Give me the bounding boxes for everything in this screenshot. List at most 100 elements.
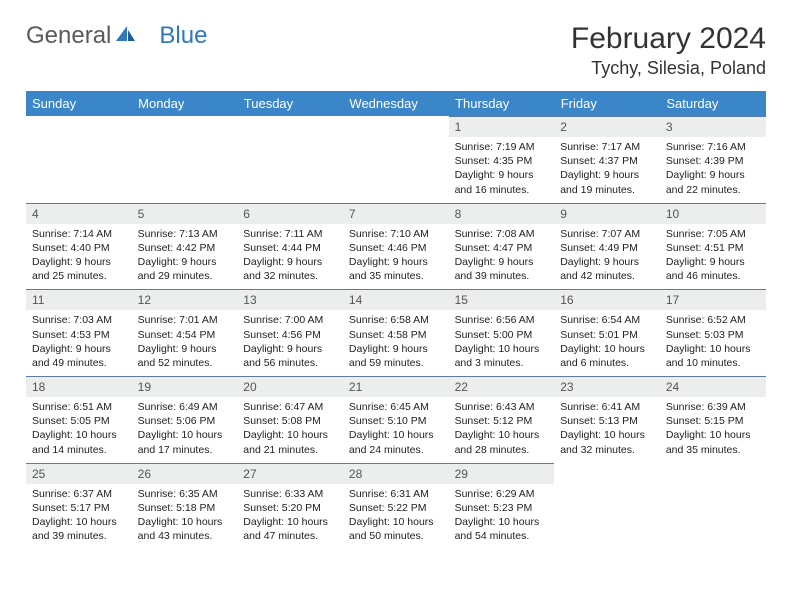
sunrise-line: Sunrise: 7:14 AM: [32, 227, 126, 241]
sunset-line: Sunset: 5:08 PM: [243, 414, 337, 428]
daylight-line: Daylight: 10 hours and 50 minutes.: [349, 515, 443, 543]
location: Tychy, Silesia, Poland: [571, 58, 766, 79]
sunset-line: Sunset: 4:35 PM: [455, 154, 549, 168]
sunrise-line: Sunrise: 7:10 AM: [349, 227, 443, 241]
calendar-day-cell: 6Sunrise: 7:11 AMSunset: 4:44 PMDaylight…: [237, 203, 343, 290]
title-block: February 2024 Tychy, Silesia, Poland: [571, 22, 766, 79]
day-content: Sunrise: 7:17 AMSunset: 4:37 PMDaylight:…: [554, 137, 660, 203]
daylight-line: Daylight: 10 hours and 28 minutes.: [455, 428, 549, 456]
header: General Blue February 2024 Tychy, Silesi…: [26, 22, 766, 79]
sunset-line: Sunset: 5:12 PM: [455, 414, 549, 428]
daylight-line: Daylight: 9 hours and 25 minutes.: [32, 255, 126, 283]
day-content: Sunrise: 6:49 AMSunset: 5:06 PMDaylight:…: [132, 397, 238, 463]
sunrise-line: Sunrise: 6:35 AM: [138, 487, 232, 501]
daylight-line: Daylight: 10 hours and 6 minutes.: [560, 342, 654, 370]
sunset-line: Sunset: 5:22 PM: [349, 501, 443, 515]
sunrise-line: Sunrise: 6:45 AM: [349, 400, 443, 414]
calendar-day-cell: 27Sunrise: 6:33 AMSunset: 5:20 PMDayligh…: [237, 463, 343, 550]
calendar-day-cell: 11Sunrise: 7:03 AMSunset: 4:53 PMDayligh…: [26, 289, 132, 376]
day-content: Sunrise: 6:43 AMSunset: 5:12 PMDaylight:…: [449, 397, 555, 463]
day-number: 13: [237, 289, 343, 310]
sunset-line: Sunset: 5:17 PM: [32, 501, 126, 515]
daylight-line: Daylight: 9 hours and 59 minutes.: [349, 342, 443, 370]
day-content: Sunrise: 7:13 AMSunset: 4:42 PMDaylight:…: [132, 224, 238, 290]
daylight-line: Daylight: 10 hours and 35 minutes.: [666, 428, 760, 456]
sunset-line: Sunset: 4:40 PM: [32, 241, 126, 255]
day-number: 1: [449, 116, 555, 137]
daylight-line: Daylight: 9 hours and 39 minutes.: [455, 255, 549, 283]
calendar-page: General Blue February 2024 Tychy, Silesi…: [0, 0, 792, 571]
logo: General Blue: [26, 22, 207, 50]
day-number: 25: [26, 463, 132, 484]
sunset-line: Sunset: 5:03 PM: [666, 328, 760, 342]
day-number: 2: [554, 116, 660, 137]
daylight-line: Daylight: 9 hours and 35 minutes.: [349, 255, 443, 283]
day-content: Sunrise: 7:03 AMSunset: 4:53 PMDaylight:…: [26, 310, 132, 376]
sunrise-line: Sunrise: 6:54 AM: [560, 313, 654, 327]
calendar-day-cell: 25Sunrise: 6:37 AMSunset: 5:17 PMDayligh…: [26, 463, 132, 550]
day-number: 14: [343, 289, 449, 310]
sail-icon: [115, 25, 137, 48]
daylight-line: Daylight: 9 hours and 22 minutes.: [666, 168, 760, 196]
calendar-day-cell: 18Sunrise: 6:51 AMSunset: 5:05 PMDayligh…: [26, 376, 132, 463]
calendar-day-cell: 13 Sunrise: 7:00 AMSunset: 4:56 PMDayligh…: [237, 289, 343, 376]
day-content: Sunrise: 7:08 AMSunset: 4:47 PMDaylight:…: [449, 224, 555, 290]
sunrise-line: Sunrise: 6:33 AM: [243, 487, 337, 501]
sunrise-line: Sunrise: 7:08 AM: [455, 227, 549, 241]
day-content: Sunrise: 6:47 AMSunset: 5:08 PMDaylight:…: [237, 397, 343, 463]
day-content: Sunrise: 6:58 AMSunset: 4:58 PMDaylight:…: [343, 310, 449, 376]
sunset-line: Sunset: 4:49 PM: [560, 241, 654, 255]
sunset-line: Sunset: 4:56 PM: [243, 328, 337, 342]
sunset-line: Sunset: 4:53 PM: [32, 328, 126, 342]
calendar-day-cell: 10Sunrise: 7:05 AMSunset: 4:51 PMDayligh…: [660, 203, 766, 290]
day-number: 17: [660, 289, 766, 310]
sunrise-line: Sunrise: 6:47 AM: [243, 400, 337, 414]
calendar-day-cell: 8Sunrise: 7:08 AMSunset: 4:47 PMDaylight…: [449, 203, 555, 290]
day-content: Sunrise: 6:37 AMSunset: 5:17 PMDaylight:…: [26, 484, 132, 550]
day-number: 3: [660, 116, 766, 137]
calendar-day-cell: 4Sunrise: 7:14 AMSunset: 4:40 PMDaylight…: [26, 203, 132, 290]
daylight-line: Daylight: 10 hours and 32 minutes.: [560, 428, 654, 456]
day-number: 22: [449, 376, 555, 397]
sunset-line: Sunset: 5:13 PM: [560, 414, 654, 428]
calendar-day-cell: 12Sunrise: 7:01 AMSunset: 4:54 PMDayligh…: [132, 289, 238, 376]
daylight-line: Daylight: 10 hours and 17 minutes.: [138, 428, 232, 456]
day-number: 15: [449, 289, 555, 310]
day-content: Sunrise: 6:35 AMSunset: 5:18 PMDaylight:…: [132, 484, 238, 550]
day-number: 23: [554, 376, 660, 397]
sunset-line: Sunset: 5:10 PM: [349, 414, 443, 428]
sunset-line: Sunset: 4:47 PM: [455, 241, 549, 255]
daylight-line: Daylight: 9 hours and 56 minutes.: [243, 342, 337, 370]
calendar-day-cell: 26Sunrise: 6:35 AMSunset: 5:18 PMDayligh…: [132, 463, 238, 550]
calendar-day-cell: 7Sunrise: 7:10 AMSunset: 4:46 PMDaylight…: [343, 203, 449, 290]
daylight-line: Daylight: 10 hours and 14 minutes.: [32, 428, 126, 456]
sunrise-line: Sunrise: 6:43 AM: [455, 400, 549, 414]
calendar-day-cell: 23Sunrise: 6:41 AMSunset: 5:13 PMDayligh…: [554, 376, 660, 463]
weekday-header: Saturday: [660, 91, 766, 116]
weekday-header: Thursday: [449, 91, 555, 116]
day-content: Sunrise: 7:14 AMSunset: 4:40 PMDaylight:…: [26, 224, 132, 290]
sunrise-line: Sunrise: 6:56 AM: [455, 313, 549, 327]
day-number: 21: [343, 376, 449, 397]
sunrise-line: Sunrise: 6:29 AM: [455, 487, 549, 501]
sunset-line: Sunset: 4:54 PM: [138, 328, 232, 342]
day-content: Sunrise: 6:41 AMSunset: 5:13 PMDaylight:…: [554, 397, 660, 463]
daylight-line: Daylight: 9 hours and 16 minutes.: [455, 168, 549, 196]
daylight-line: Daylight: 10 hours and 21 minutes.: [243, 428, 337, 456]
sunrise-line: Sunrise: 7:00 AM: [243, 313, 337, 327]
day-content: Sunrise: 7:19 AMSunset: 4:35 PMDaylight:…: [449, 137, 555, 203]
sunrise-line: Sunrise: 7:19 AM: [455, 140, 549, 154]
calendar-table: SundayMondayTuesdayWednesdayThursdayFrid…: [26, 91, 766, 549]
daylight-line: Daylight: 10 hours and 39 minutes.: [32, 515, 126, 543]
day-content: Sunrise: 6:45 AMSunset: 5:10 PMDaylight:…: [343, 397, 449, 463]
calendar-empty-cell: [132, 116, 238, 203]
calendar-day-cell: 24Sunrise: 6:39 AMSunset: 5:15 PMDayligh…: [660, 376, 766, 463]
logo-text-gray: General: [26, 22, 111, 50]
calendar-day-cell: 15Sunrise: 6:56 AMSunset: 5:00 PMDayligh…: [449, 289, 555, 376]
day-number: 28: [343, 463, 449, 484]
weekday-header: Friday: [554, 91, 660, 116]
calendar-day-cell: 17Sunrise: 6:52 AMSunset: 5:03 PMDayligh…: [660, 289, 766, 376]
calendar-day-cell: 19Sunrise: 6:49 AMSunset: 5:06 PMDayligh…: [132, 376, 238, 463]
day-number: 26: [132, 463, 238, 484]
sunset-line: Sunset: 4:46 PM: [349, 241, 443, 255]
